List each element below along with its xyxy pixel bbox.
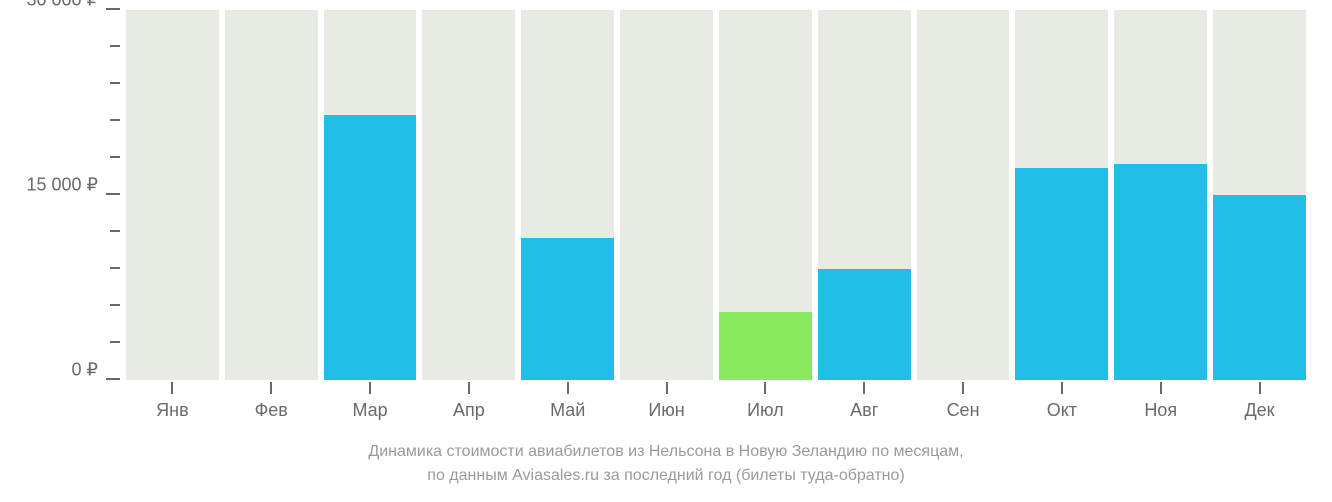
bar-slot	[1213, 10, 1306, 380]
bar-background	[126, 10, 219, 380]
x-tick-label: Июл	[747, 400, 784, 421]
x-tick: Июл	[719, 382, 812, 432]
bar-slot	[324, 10, 417, 380]
x-tick: Апр	[422, 382, 515, 432]
bar-value	[324, 115, 417, 380]
x-tick-label: Ноя	[1144, 400, 1177, 421]
bar-background	[917, 10, 1010, 380]
bar-background	[225, 10, 318, 380]
x-tick-label: Авг	[850, 400, 878, 421]
y-minor-dash	[110, 230, 120, 232]
y-minor-dash	[110, 119, 120, 121]
x-tick-dash	[1259, 382, 1261, 394]
bar-slot	[521, 10, 614, 380]
bar-value	[1114, 164, 1207, 380]
x-tick: Окт	[1015, 382, 1108, 432]
chart-caption: Динамика стоимости авиабилетов из Нельсо…	[0, 440, 1332, 488]
x-tick-label: Май	[550, 400, 585, 421]
bar-value	[818, 269, 911, 380]
bar-slot	[225, 10, 318, 380]
x-tick-dash	[1061, 382, 1063, 394]
x-tick: Мар	[324, 382, 417, 432]
x-tick-label: Дек	[1244, 400, 1274, 421]
x-tick-label: Фев	[255, 400, 288, 421]
x-tick-dash	[567, 382, 569, 394]
y-tick-dash	[106, 8, 120, 10]
bar-slot	[719, 10, 812, 380]
bar-slot	[818, 10, 911, 380]
y-minor-dash	[110, 82, 120, 84]
y-minor-dash	[110, 304, 120, 306]
y-tick-label: 15 000 ₽	[26, 174, 106, 195]
bar-slot	[1114, 10, 1207, 380]
bar-slot	[126, 10, 219, 380]
y-axis: 30 000 ₽15 000 ₽0 ₽	[0, 10, 120, 380]
x-tick: Дек	[1213, 382, 1306, 432]
y-minor-dash	[110, 45, 120, 47]
x-tick: Авг	[818, 382, 911, 432]
bar-value	[719, 312, 812, 380]
bar-slot	[422, 10, 515, 380]
y-minor-dash	[110, 156, 120, 158]
x-tick-dash	[962, 382, 964, 394]
x-tick-dash	[666, 382, 668, 394]
bar-value	[1213, 195, 1306, 380]
x-tick-dash	[1160, 382, 1162, 394]
x-tick-label: Сен	[947, 400, 980, 421]
y-minor-dash	[110, 267, 120, 269]
caption-line-2: по данным Aviasales.ru за последний год …	[0, 464, 1332, 488]
x-tick: Ноя	[1114, 382, 1207, 432]
bar-slot	[1015, 10, 1108, 380]
plot-area	[120, 10, 1312, 380]
bar-value	[1015, 168, 1108, 380]
x-tick: Май	[521, 382, 614, 432]
x-tick-label: Апр	[453, 400, 485, 421]
x-axis: Янв Фев Мар Апр Май Июн Июл Авг Сен Окт Ноя Дек	[120, 382, 1312, 432]
x-tick-label: Июн	[648, 400, 684, 421]
bar-background	[620, 10, 713, 380]
x-tick-dash	[369, 382, 371, 394]
y-tick-label: 30 000 ₽	[26, 0, 106, 10]
x-tick: Июн	[620, 382, 713, 432]
price-by-month-chart: 30 000 ₽ 15 000 ₽ 0 ₽ Янв Фев Мар Апр Май Июн Ию…	[0, 0, 1332, 502]
y-tick-dash	[106, 193, 120, 195]
y-tick-label: 0 ₽	[72, 359, 106, 380]
bars-row	[120, 10, 1312, 380]
bar-background	[422, 10, 515, 380]
x-tick-label: Янв	[156, 400, 189, 421]
x-tick-dash	[863, 382, 865, 394]
x-tick-dash	[171, 382, 173, 394]
x-tick-dash	[764, 382, 766, 394]
bar-slot	[620, 10, 713, 380]
x-tick-dash	[468, 382, 470, 394]
y-tick-dash	[106, 378, 120, 380]
x-tick: Янв	[126, 382, 219, 432]
y-minor-dash	[110, 341, 120, 343]
caption-line-1: Динамика стоимости авиабилетов из Нельсо…	[0, 440, 1332, 464]
x-tick-label: Мар	[352, 400, 387, 421]
bar-value	[521, 238, 614, 380]
x-tick: Сен	[917, 382, 1010, 432]
x-tick: Фев	[225, 382, 318, 432]
x-tick-dash	[270, 382, 272, 394]
x-tick-label: Окт	[1047, 400, 1077, 421]
bar-slot	[917, 10, 1010, 380]
